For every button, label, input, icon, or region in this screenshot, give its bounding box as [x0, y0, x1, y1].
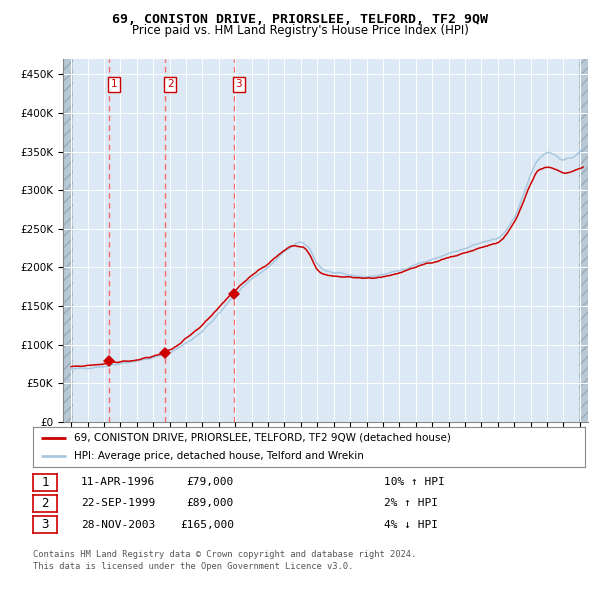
- Text: 2: 2: [41, 497, 49, 510]
- Text: 11-APR-1996: 11-APR-1996: [81, 477, 155, 487]
- Text: 10% ↑ HPI: 10% ↑ HPI: [384, 477, 445, 487]
- Text: 2: 2: [167, 80, 173, 90]
- Bar: [579, 59, 588, 422]
- Text: Contains HM Land Registry data © Crown copyright and database right 2024.
This d: Contains HM Land Registry data © Crown c…: [33, 550, 416, 571]
- Text: 2% ↑ HPI: 2% ↑ HPI: [384, 499, 438, 508]
- Text: £89,000: £89,000: [187, 499, 234, 508]
- Text: HPI: Average price, detached house, Telford and Wrekin: HPI: Average price, detached house, Telf…: [74, 451, 364, 461]
- Text: 69, CONISTON DRIVE, PRIORSLEE, TELFORD, TF2 9QW: 69, CONISTON DRIVE, PRIORSLEE, TELFORD, …: [112, 13, 488, 26]
- Text: £165,000: £165,000: [180, 520, 234, 529]
- Text: 28-NOV-2003: 28-NOV-2003: [81, 520, 155, 529]
- Text: 1: 1: [110, 80, 117, 90]
- Text: 22-SEP-1999: 22-SEP-1999: [81, 499, 155, 508]
- Text: £79,000: £79,000: [187, 477, 234, 487]
- Text: Price paid vs. HM Land Registry's House Price Index (HPI): Price paid vs. HM Land Registry's House …: [131, 24, 469, 37]
- Text: 3: 3: [41, 518, 49, 531]
- Text: 69, CONISTON DRIVE, PRIORSLEE, TELFORD, TF2 9QW (detached house): 69, CONISTON DRIVE, PRIORSLEE, TELFORD, …: [74, 433, 451, 443]
- Text: 3: 3: [236, 80, 242, 90]
- Text: 1: 1: [41, 476, 49, 489]
- Text: 4% ↓ HPI: 4% ↓ HPI: [384, 520, 438, 529]
- Bar: [63, 59, 73, 422]
